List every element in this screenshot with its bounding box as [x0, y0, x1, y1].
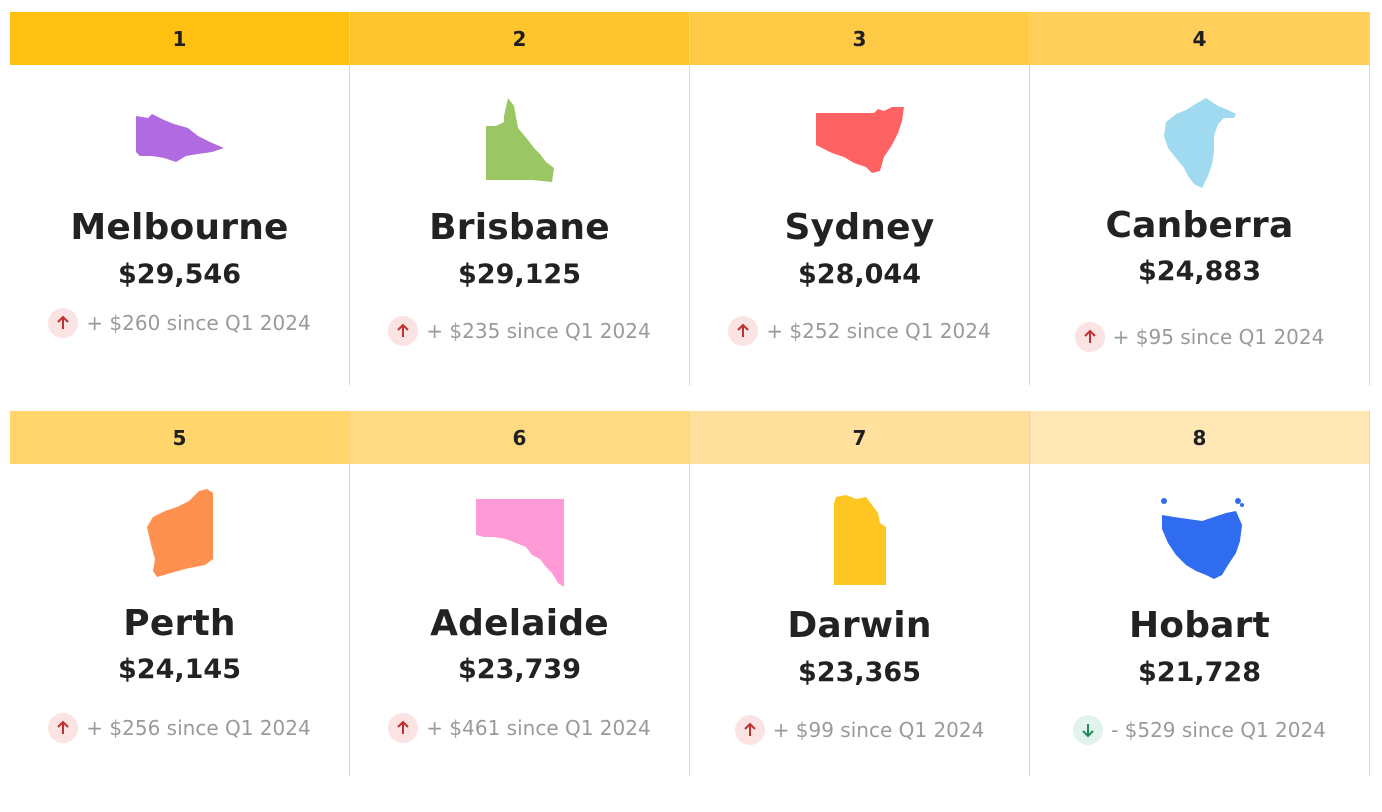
price-value: $29,546: [118, 259, 241, 290]
arrow-up-icon: [388, 316, 419, 346]
change-text: + $461 since Q1 2024: [426, 716, 651, 740]
city-name: Brisbane: [429, 207, 610, 248]
change-indicator: + $99 since Q1 2024: [690, 715, 1029, 745]
change-indicator: + $256 since Q1 2024: [10, 713, 349, 743]
ranking-row-1: 1 Melbourne $29,546 + $260 since Q1 2024…: [10, 12, 1370, 385]
city-card-darwin: 7 Darwin $23,365 + $99 since Q1 2024: [690, 411, 1030, 776]
city-name: Sydney: [784, 207, 935, 248]
city-name: Canberra: [1105, 205, 1294, 246]
price-value: $24,883: [1138, 256, 1261, 287]
price-value: $23,739: [458, 654, 581, 685]
city-card-canberra: 4 Canberra $24,883 + $95 since Q1 2024: [1030, 12, 1370, 385]
rank-header: 2: [350, 12, 689, 65]
price-value: $24,145: [118, 654, 241, 685]
ranking-row-2: 5 Perth $24,145 + $256 since Q1 2024 6 A…: [10, 411, 1370, 776]
change-indicator: - $529 since Q1 2024: [1030, 715, 1369, 745]
city-card-sydney: 3 Sydney $28,044 + $252 since Q1 2024: [690, 12, 1030, 385]
rank-header: 3: [690, 12, 1029, 65]
city-card-brisbane: 2 Brisbane $29,125 + $235 since Q1 2024: [350, 12, 690, 385]
change-indicator: + $252 since Q1 2024: [690, 316, 1029, 346]
city-name: Perth: [123, 603, 236, 644]
city-card-perth: 5 Perth $24,145 + $256 since Q1 2024: [10, 411, 350, 776]
change-indicator: + $95 since Q1 2024: [1030, 322, 1369, 352]
price-value: $28,044: [798, 259, 921, 290]
rank-header: 5: [10, 411, 349, 464]
change-text: + $260 since Q1 2024: [86, 311, 311, 335]
rank-header: 6: [350, 411, 689, 464]
arrow-up-icon: [1074, 322, 1105, 352]
city-name: Hobart: [1128, 605, 1271, 646]
city-card-melbourne: 1 Melbourne $29,546 + $260 since Q1 2024: [10, 12, 350, 385]
tasmania-map-icon: [1030, 495, 1369, 581]
price-value: $29,125: [458, 259, 581, 290]
south-australia-map-icon: [350, 497, 689, 589]
city-name: Darwin: [787, 605, 932, 646]
price-value: $23,365: [798, 657, 921, 688]
arrow-down-icon: [1073, 715, 1104, 745]
change-text: - $529 since Q1 2024: [1111, 718, 1326, 742]
change-text: + $252 since Q1 2024: [766, 319, 991, 343]
act-map-icon: [1030, 96, 1369, 190]
rank-header: 7: [690, 411, 1029, 464]
arrow-up-icon: [48, 308, 79, 338]
queensland-map-icon: [350, 96, 689, 184]
arrow-up-icon: [48, 713, 79, 743]
new-south-wales-map-icon: [690, 105, 1029, 175]
change-indicator: + $260 since Q1 2024: [10, 308, 349, 338]
arrow-up-icon: [728, 316, 759, 346]
change-text: + $256 since Q1 2024: [86, 716, 311, 740]
arrow-up-icon: [388, 713, 419, 743]
city-name: Melbourne: [70, 207, 289, 248]
rank-header: 8: [1030, 411, 1369, 464]
victoria-map-icon: [10, 112, 349, 164]
change-indicator: + $235 since Q1 2024: [350, 316, 689, 346]
change-text: + $235 since Q1 2024: [426, 319, 651, 343]
city-card-hobart: 8 Hobart $21,728 - $529 since Q1 2024: [1030, 411, 1370, 776]
change-text: + $95 since Q1 2024: [1112, 325, 1325, 349]
arrow-up-icon: [734, 715, 765, 745]
price-value: $21,728: [1138, 657, 1261, 688]
rank-header: 4: [1030, 12, 1369, 65]
rank-header: 1: [10, 12, 349, 65]
western-australia-map-icon: [10, 487, 349, 579]
change-indicator: + $461 since Q1 2024: [350, 713, 689, 743]
northern-territory-map-icon: [690, 493, 1029, 587]
city-name: Adelaide: [430, 603, 609, 644]
change-text: + $99 since Q1 2024: [772, 718, 985, 742]
city-card-adelaide: 6 Adelaide $23,739 + $461 since Q1 2024: [350, 411, 690, 776]
